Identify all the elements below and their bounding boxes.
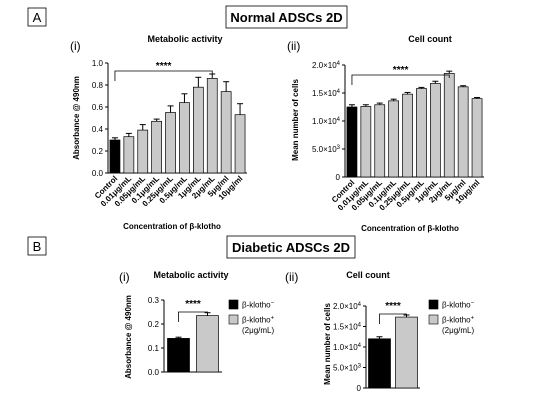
legend-label-plus-note: (2μg/mL) (442, 326, 475, 335)
chart-cell-count-normal: Cell count 0 5.0×103 1.0×104 1.5×104 2.0×104 M… (291, 34, 484, 233)
bar (457, 86, 469, 178)
section-a-title: Normal ADSCs 2D (230, 10, 342, 25)
legend-label-minus: β-klotho− (442, 301, 475, 310)
chart-metabolic-activity-normal: Metabolic activity 0.0 0.2 0.4 0.6 0.8 1.0 Abso… (72, 34, 247, 231)
y-tick-label: 0.4 (92, 125, 104, 134)
section-a-letter: A (33, 10, 42, 25)
section-b-title: Diabetic ADSCs 2D (232, 240, 350, 255)
significance-bracket (379, 313, 407, 324)
section-a-letter-box (27, 7, 47, 27)
x-axis-label: Concentration of β-klotho (361, 224, 459, 233)
panel-a-ii-label: (ii) (287, 39, 300, 53)
bar (374, 104, 386, 178)
y-tick-label: 2.0×104 (333, 302, 362, 311)
legend-swatch-minus (228, 299, 239, 310)
bar (109, 139, 121, 174)
y-tick-label: 1.5×104 (333, 323, 362, 332)
bar (151, 120, 162, 174)
y-tick-label: 0.8 (92, 81, 104, 90)
significance-label: **** (385, 301, 401, 312)
bar (137, 129, 149, 174)
chart-title: Cell count (408, 34, 452, 44)
legend-label-plus: β-klotho+ (242, 316, 275, 325)
y-axis-label: Mean number of cells (323, 303, 332, 385)
bar (165, 112, 176, 174)
y-axis-label: Absorbance @ 490nm (72, 76, 81, 160)
y-tick-label: 0.0 (148, 368, 160, 377)
section-a-title-box (225, 5, 348, 29)
y-tick-label: 1.0×104 (312, 117, 341, 126)
y-tick-label: 0.3 (148, 296, 160, 305)
legend-swatch-plus (228, 314, 239, 325)
y-tick-label: 0.6 (92, 103, 104, 112)
y-tick-label: 2.0×104 (312, 61, 341, 70)
section-b-title-box (226, 235, 356, 259)
chart-metabolic-activity-diabetic: Metabolic activity 0.0 0.1 0.2 0.3 Absorbance… (124, 270, 229, 379)
y-tick-label: 0 (336, 173, 341, 182)
bar (220, 91, 232, 174)
significance-label: **** (393, 65, 409, 76)
bar (388, 100, 399, 178)
x-axis-label: Concentration of β-klotho (123, 222, 221, 231)
y-tick-label: 1.0 (92, 59, 104, 68)
section-b-letter: B (33, 239, 42, 254)
bar (430, 83, 441, 178)
significance-label: **** (185, 299, 201, 310)
legend-label-minus: β-klotho− (242, 301, 275, 310)
bar (416, 88, 427, 178)
y-axis-label: Absorbance @ 490nm (124, 295, 133, 379)
bar (346, 106, 358, 178)
significance-label: **** (156, 61, 172, 72)
panel-b-ii-label: (ii) (285, 270, 298, 284)
chart-cell-count-diabetic: Cell count 0 5.0×103 1.0×104 1.5×104 2.0×104M… (323, 270, 420, 393)
section-b-header: B Diabetic ADSCs 2D (i) (ii) (27, 235, 356, 284)
legend-label-plus-note: (2μg/mL) (242, 326, 275, 335)
legend-label-plus: β-klotho+ (442, 316, 475, 325)
legend-swatch-plus (428, 314, 439, 325)
bar (368, 338, 391, 389)
y-tick-label: 5.0×103 (312, 145, 341, 154)
bar (443, 73, 455, 178)
y-axis-label: Mean number of cells (291, 79, 300, 161)
section-a-header: A Normal ADSCs 2D (i) (ii) (27, 5, 348, 53)
y-tick-label: 0 (357, 384, 362, 393)
significance-bracket (114, 70, 213, 81)
chart-title: Metabolic activity (153, 270, 228, 280)
bar (123, 136, 135, 174)
legend-b-i: β-klotho− β-klotho+ (2μg/mL) (228, 299, 275, 335)
y-tick-label: 1.0×104 (333, 343, 362, 352)
bar (179, 102, 190, 174)
panel-b-i-label: (i) (119, 270, 130, 284)
y-tick-label: 1.5×104 (312, 89, 341, 98)
bar (193, 86, 204, 174)
legend-b-ii: β-klotho− β-klotho+ (2μg/mL) (428, 299, 475, 335)
bar (196, 315, 219, 373)
y-tick-label: 5.0×103 (333, 364, 362, 373)
y-tick-label: 0.2 (92, 147, 104, 156)
bar (167, 338, 190, 373)
significance-bracket (351, 74, 450, 85)
bar (360, 106, 372, 178)
y-tick-label: 0.1 (148, 344, 160, 353)
section-b-letter-box (27, 236, 47, 256)
y-tick-label: 0.2 (148, 320, 160, 329)
chart-title: Cell count (346, 270, 390, 280)
chart-title: Metabolic activity (147, 34, 222, 44)
bar (402, 93, 413, 178)
bar (234, 114, 246, 174)
bar (471, 98, 483, 178)
legend-swatch-minus (428, 299, 439, 310)
y-tick-label: 0.0 (92, 169, 104, 178)
panel-a-i-label: (i) (70, 39, 81, 53)
bar (395, 316, 418, 389)
significance-bracket (178, 311, 208, 322)
bar (206, 78, 218, 174)
